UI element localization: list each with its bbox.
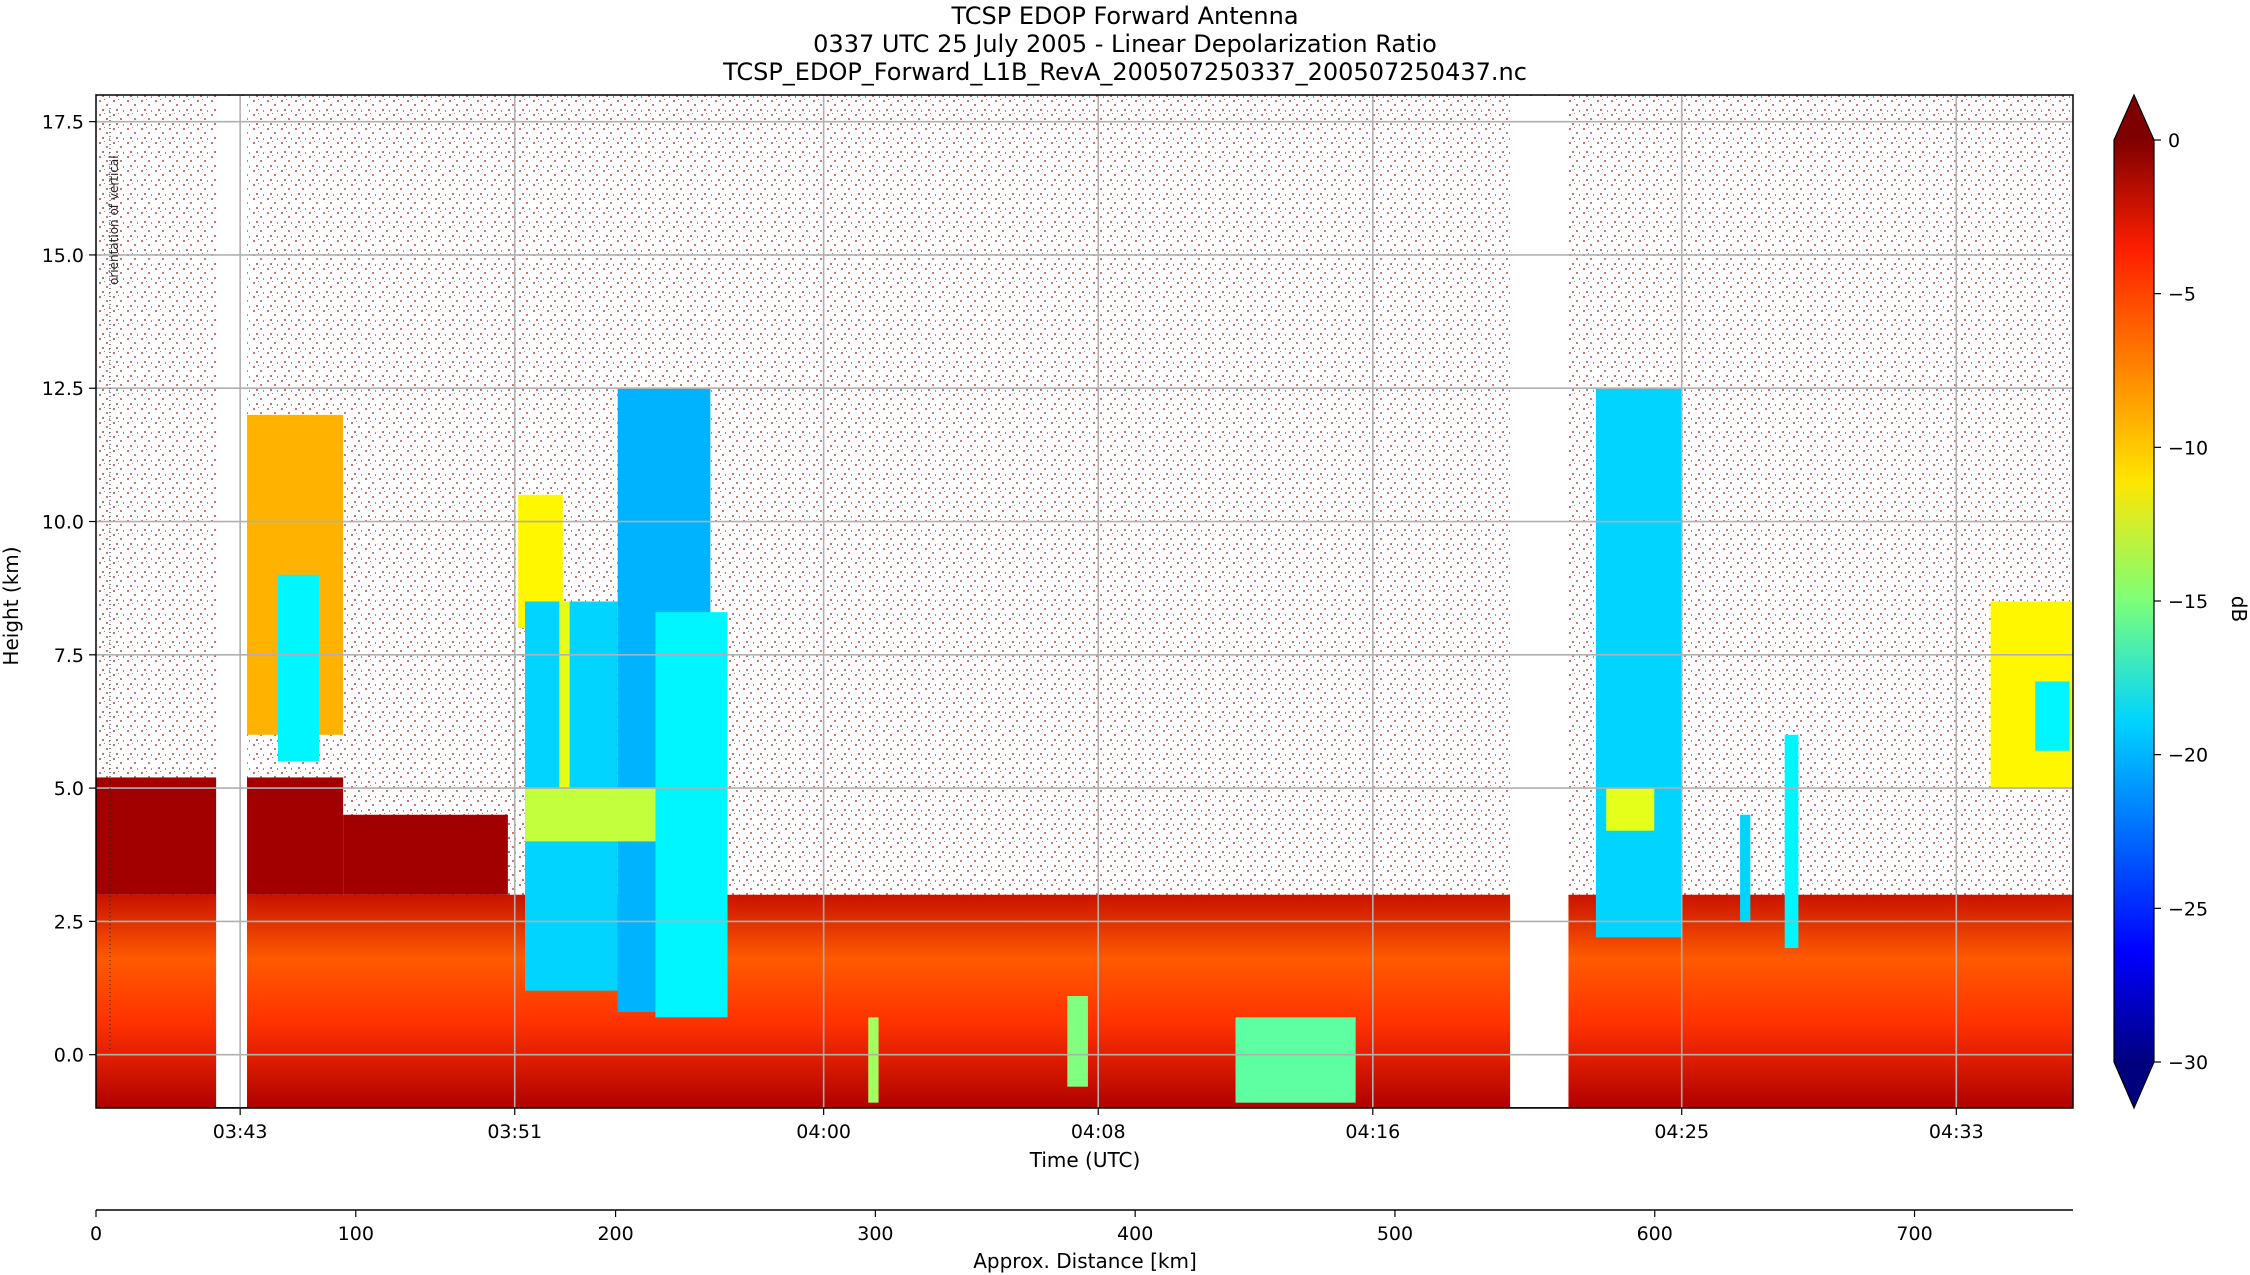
y-tick-label: 2.5 xyxy=(54,911,84,933)
heatmap-layer xyxy=(96,388,2073,1108)
data-gap xyxy=(1510,96,1569,1107)
distance-tick-label: 0 xyxy=(90,1223,102,1245)
y-axis: 0.0 2.5 5.0 7.5 10.0 12.5 15.0 17.5 xyxy=(42,112,96,1067)
distance-tick-label: 700 xyxy=(1896,1223,1932,1245)
heatmap-cell xyxy=(1235,1017,1356,1103)
colorbar-tick-label: −5 xyxy=(2168,284,2196,306)
x-axis-label: Time (UTC) xyxy=(1029,1148,1141,1172)
colorbar-max-extend xyxy=(2114,95,2154,140)
y-tick-label: 5.0 xyxy=(54,778,84,800)
colorbar-tick-label: 0 xyxy=(2168,130,2180,152)
x-tick-label: 04:25 xyxy=(1654,1121,1709,1143)
heatmap-cell xyxy=(559,601,570,789)
distance-tick-label: 500 xyxy=(1377,1223,1413,1245)
heatmap-cell xyxy=(1740,814,1751,922)
x-tick-label: 04:08 xyxy=(1071,1121,1126,1143)
y-tick-label: 10.0 xyxy=(42,512,84,534)
x-axis: 03:43 03:51 04:00 04:08 04:16 04:25 04:33 xyxy=(213,1108,1984,1143)
x-tick-label: 04:33 xyxy=(1929,1121,1984,1143)
y-tick-label: 12.5 xyxy=(42,378,84,400)
chart-title: TCSP EDOP Forward Antenna xyxy=(951,2,1299,30)
distance-tick-label: 100 xyxy=(338,1223,374,1245)
heatmap-cell xyxy=(1595,388,1682,938)
distance-axis: 0 100 200 300 400 500 600 700 xyxy=(90,1209,2073,1245)
colorbar-label: dB xyxy=(2227,596,2250,622)
heatmap-cell xyxy=(1067,996,1088,1087)
distance-tick-label: 300 xyxy=(857,1223,893,1245)
colorbar-gradient xyxy=(2114,140,2154,1062)
grid-lines xyxy=(96,95,2073,1108)
colorbar-tick-label: −20 xyxy=(2168,745,2208,767)
colorbar-tick-label: −25 xyxy=(2168,898,2208,920)
heatmap-cell xyxy=(343,814,508,895)
colorbar-tick-label: −15 xyxy=(2168,591,2208,613)
data-gaps xyxy=(216,96,1569,1107)
data-gap xyxy=(216,96,248,1107)
distance-tick-label: 600 xyxy=(1637,1223,1673,1245)
distance-axis-label: Approx. Distance [km] xyxy=(973,1249,1197,1273)
heatmap-cell xyxy=(277,574,320,762)
plot-frame xyxy=(95,94,2074,1109)
plot-area xyxy=(95,94,2074,1109)
chart-subtitle: 0337 UTC 25 July 2005 - Linear Depolariz… xyxy=(813,30,1437,58)
x-tick-label: 04:00 xyxy=(796,1121,851,1143)
heatmap-cell xyxy=(1784,734,1799,949)
y-tick-label: 0.0 xyxy=(54,1045,84,1067)
heatmap-cell xyxy=(1606,788,1655,831)
distance-tick-label: 200 xyxy=(597,1223,633,1245)
heatmap-cell xyxy=(868,1017,879,1103)
x-tick-label: 04:16 xyxy=(1345,1121,1400,1143)
colorbar-ticks: 0 −5 −10 −15 −20 −25 −30 xyxy=(2154,130,2208,1074)
x-tick-label: 03:51 xyxy=(487,1121,542,1143)
heatmap-cell xyxy=(655,612,728,1018)
y-axis-label: Height (km) xyxy=(0,546,23,665)
x-tick-label: 03:43 xyxy=(213,1121,268,1143)
colorbar: 0 −5 −10 −15 −20 −25 −30 dB xyxy=(2113,93,2250,1110)
chart-file-name: TCSP_EDOP_Forward_L1B_RevA_200507250337_… xyxy=(723,58,1527,86)
vertical-orientation-note: orientation of vertical xyxy=(107,155,121,285)
y-tick-label: 17.5 xyxy=(42,112,84,134)
distance-tick-label: 400 xyxy=(1117,1223,1153,1245)
y-tick-label: 15.0 xyxy=(42,245,84,267)
y-tick-label: 7.5 xyxy=(54,645,84,667)
heatmap-cell xyxy=(2035,681,2070,751)
colorbar-tick-label: −30 xyxy=(2168,1052,2208,1074)
colorbar-min-extend xyxy=(2114,1062,2154,1108)
colorbar-tick-label: −10 xyxy=(2168,437,2208,459)
